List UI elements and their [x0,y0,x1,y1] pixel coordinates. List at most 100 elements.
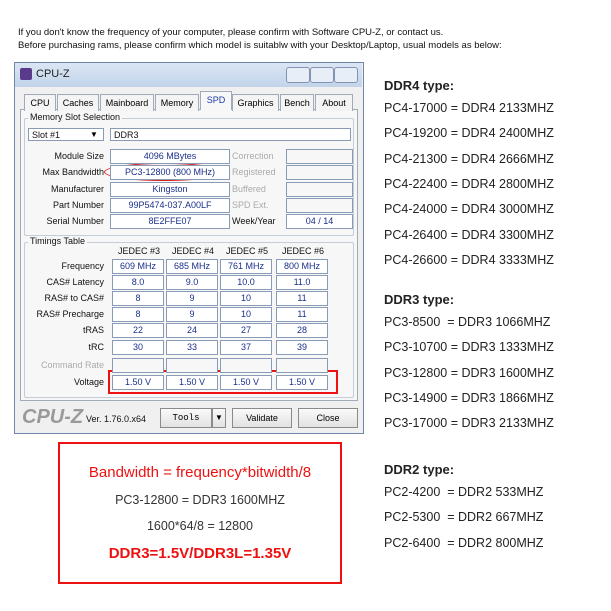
type-item: PC4-24000 = DDR4 3000MHZ [384,202,554,217]
tab[interactable]: Bench [280,94,314,111]
timing-value: 8 [112,291,164,307]
type-item: PC3-10700 = DDR3 1333MHZ [384,340,554,355]
row-label: tRAS [82,325,104,336]
column-header: JEDEC #3 [117,246,161,256]
minimize-button[interactable] [286,67,310,83]
timing-value: 30 [112,339,164,355]
timing-value: 8.0 [112,275,164,291]
memory-type: DDR3 [110,128,351,141]
timing-value: 800 MHz [276,259,328,274]
row-label: tRC [88,341,105,352]
timing-value: 39 [276,339,328,355]
type-item: PC3-8500 = DDR3 1066MHZ [384,315,551,329]
row-label: Command Rate [40,359,104,370]
tab[interactable]: Graphics [232,94,279,111]
timing-value: 27 [220,323,272,339]
timing-value [112,357,164,373]
note-box [58,442,342,584]
timing-value: 9.0 [166,275,218,291]
type-item: PC2-5300 = DDR2 667MHZ [384,510,544,525]
timing-value: 10 [220,291,272,307]
type-item: PC4-21300 = DDR4 2666MHZ [384,151,554,166]
row-label: RAS# Precharge [36,309,104,320]
close-button[interactable] [334,67,358,83]
type-item: PC3-14900 = DDR3 1866MHZ [384,390,554,405]
side-label: SPD Ext. [232,199,269,210]
timing-value: 10 [220,307,272,323]
timing-value: 9 [166,307,218,323]
row-label: RAS# to CAS# [44,293,104,304]
side-label: Correction [232,151,274,161]
note-voltage: DDR3=1.5V/DDR3L=1.35V [108,545,292,562]
note-line: PC3-12800 = DDR3 1600MHZ [115,493,285,507]
timing-value [166,357,218,373]
timing-value: 1.50 V [220,374,272,390]
tab[interactable]: CPU [24,94,56,111]
field-value: 99P5474-037.A00LF [110,197,230,213]
close-app-button[interactable]: Close [298,408,358,428]
field-value: Kingston [110,181,230,197]
type-item: PC4-26600 = DDR4 3333MHZ [384,252,554,267]
timing-value: 609 MHz [112,259,164,274]
field-label: Max Bandwidth [42,167,104,178]
tools-dropdown[interactable]: ▼ [212,408,226,428]
side-value: 04 / 14 [286,214,353,230]
timing-value: 33 [166,339,218,355]
column-header: JEDEC #6 [281,246,325,256]
type-item: PC3-12800 = DDR3 1600MHZ [384,365,554,380]
field-label: Part Number [52,199,104,210]
timing-value: 11 [276,307,328,323]
side-label: Registered [232,167,276,178]
column-header: JEDEC #4 [171,246,215,256]
timing-value: 8 [112,307,164,323]
timing-value [220,357,272,373]
timing-value: 685 MHz [166,259,218,274]
column-header: JEDEC #5 [225,246,269,256]
type-item: PC2-6400 = DDR2 800MHZ [384,535,544,550]
tab[interactable]: Mainboard [100,94,154,111]
timing-value: 22 [112,323,164,339]
header-line: Before purchasing rams, please confirm w… [18,40,502,51]
slot-dropdown[interactable]: Slot #1 [28,128,104,141]
tab[interactable]: About [315,94,353,111]
slot-group [24,118,354,236]
dropdown-arrow: ▼ [90,130,98,139]
timing-value [276,357,328,373]
type-item: PC3-17000 = DDR3 2133MHZ [384,416,554,431]
type-title: DDR4 type: [384,78,455,93]
type-title: DDR3 type: [384,292,455,307]
type-item: PC4-17000 = DDR4 2133MHZ [384,101,554,115]
side-value [286,181,353,197]
timing-value: 28 [276,323,328,339]
tools-button[interactable]: Tools [160,408,212,428]
maximize-button[interactable] [310,67,334,83]
tab[interactable]: SPD [200,91,232,110]
group-title: Memory Slot Selection [28,112,123,122]
type-title: DDR2 type: [384,462,455,477]
timing-value: 9 [166,291,218,307]
row-label: Frequency [61,261,104,271]
header-line: If you don't know the frequency of your … [18,27,444,38]
timing-value: 1.50 V [112,374,164,390]
timing-value: 1.50 V [276,374,328,390]
field-value: 8E2FFE07 [110,214,230,230]
type-item: PC4-22400 = DDR4 2800MHZ [384,176,554,191]
timings-group [24,242,354,398]
window-title: CPU-Z [36,68,70,80]
timing-value: 37 [220,339,272,355]
cpuz-logo: CPU-Z [22,406,84,428]
field-label: Module Size [54,151,104,161]
note-formula: Bandwidth = frequency*bitwidth/8 [88,464,312,481]
tab[interactable]: Caches [57,94,99,111]
type-item: PC4-26400 = DDR4 3300MHZ [384,227,554,242]
side-label: Buffered [232,183,266,194]
row-label: CAS# Latency [46,277,104,288]
timing-value: 1.50 V [166,374,218,390]
field-value: PC3-12800 (800 MHz) [110,165,230,181]
timing-value: 24 [166,323,218,339]
tab[interactable]: Memory [155,94,199,111]
group-title: Timings Table [28,236,88,246]
validate-button[interactable]: Validate [232,408,292,428]
side-label: Week/Year [232,216,276,227]
